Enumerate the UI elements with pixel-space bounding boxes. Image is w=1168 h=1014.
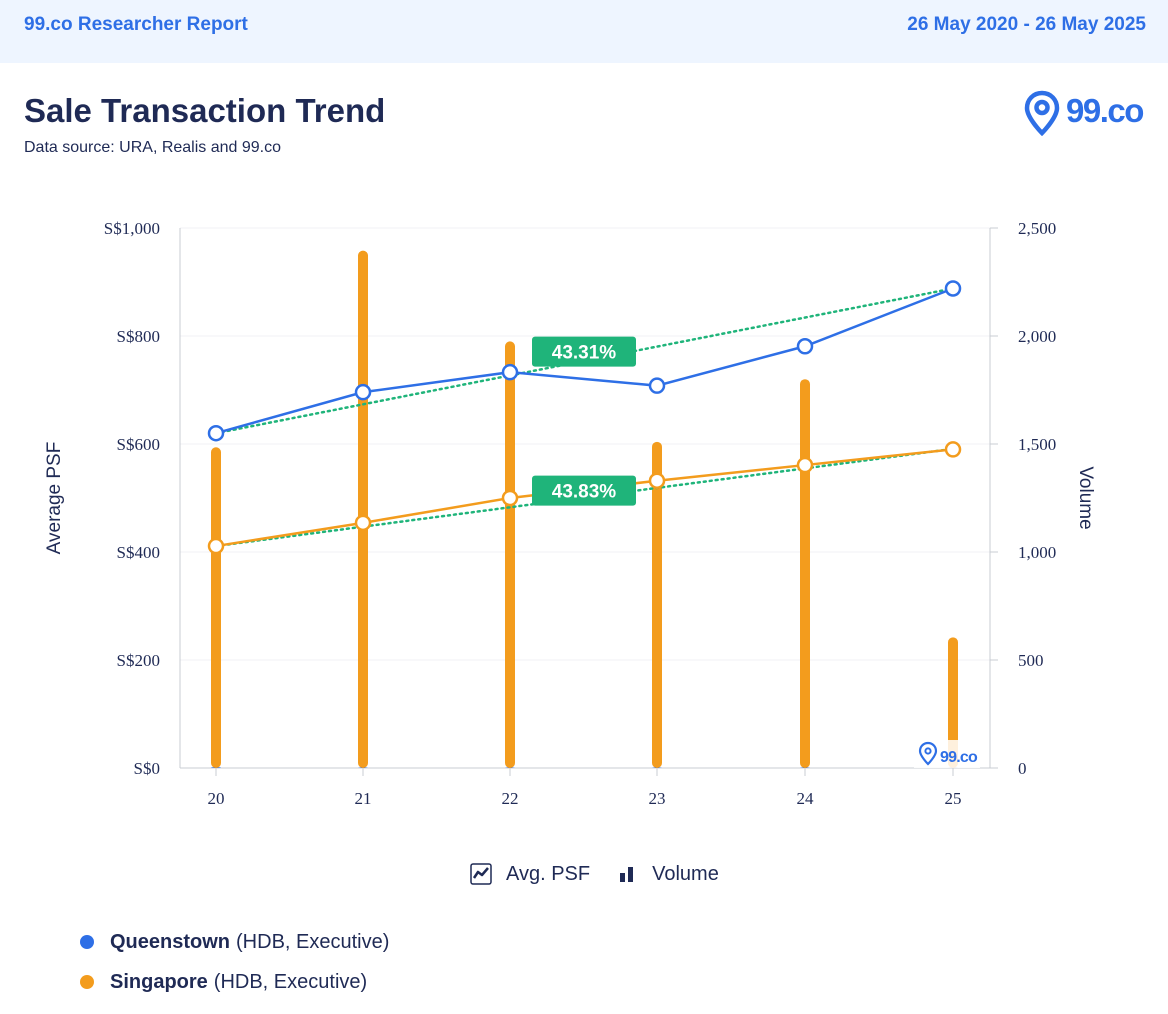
y2-tick-label: 2,500 (1018, 219, 1056, 238)
location-pin-dot (924, 747, 932, 755)
trend-badge-label: 43.83% (552, 482, 617, 503)
y2-tick-label: 1,000 (1018, 543, 1056, 562)
trendline (214, 287, 955, 435)
y2-tick-label: 2,000 (1018, 327, 1056, 346)
line-chart-icon (470, 863, 492, 885)
series-legend: Queenstown (HDB, Executive) Singapore (H… (80, 922, 389, 1002)
page-title: Sale Transaction Trend (24, 92, 386, 129)
data-point (796, 338, 814, 355)
trend-percent-badge: 43.31% (532, 336, 636, 367)
legend-series-name: Singapore (110, 970, 208, 993)
data-point (648, 377, 666, 394)
data-point (354, 514, 372, 532)
y-tick-label: S$200 (117, 651, 160, 670)
logo-text: 99.co (1066, 92, 1144, 129)
data-point (648, 472, 666, 489)
trend-badge-bg (532, 336, 636, 367)
chart-watermark: 99.co (914, 740, 980, 768)
brand-logo: 99.co (1024, 90, 1148, 137)
data-point (796, 456, 814, 474)
data-point (354, 383, 372, 401)
date-range: 26 May 2020 - 26 May 2025 (907, 14, 1146, 35)
data-point (944, 280, 962, 297)
data-point (207, 537, 225, 555)
legend-row-singapore: Singapore (HDB, Executive) (80, 962, 389, 1002)
volume-bar (358, 250, 368, 768)
avg-psf-line (215, 287, 954, 435)
legend-volume[interactable]: Volume (616, 863, 719, 886)
volume-bar (211, 447, 221, 768)
y-tick-label: S$1,000 (104, 219, 160, 238)
legend-series-detail: (HDB, Executive) (236, 930, 390, 953)
y-axis-title: Average PSF (44, 442, 65, 555)
volume-bar (800, 379, 810, 768)
trend-badge-bg (532, 475, 636, 506)
volume-bar (948, 637, 958, 768)
y-tick-label: S$0 (134, 759, 160, 778)
legend-row-queenstown: Queenstown (HDB, Executive) (80, 922, 389, 962)
trend-percent-badge: 43.83% (532, 475, 636, 506)
y2-tick-label: 0 (1018, 759, 1027, 778)
x-tick-label: 25 (945, 789, 962, 808)
y2-axis-title: Volume (1075, 466, 1096, 529)
watermark-text: 99.co (940, 749, 978, 766)
chart-type-legend: Avg. PSF Volume (470, 856, 745, 892)
queenstown-color-dot (80, 935, 94, 949)
bar-chart-icon (617, 864, 638, 884)
x-tick-label: 24 (797, 789, 815, 808)
legend-volume-label: Volume (652, 862, 719, 885)
volume-bar (652, 441, 662, 768)
y-tick-label: S$800 (117, 327, 160, 346)
data-point (501, 489, 519, 507)
data-point (944, 441, 962, 458)
x-tick-label: 21 (355, 789, 372, 808)
legend-series-name: Queenstown (110, 930, 231, 953)
singapore-color-dot (80, 975, 94, 989)
location-pin-icon (918, 741, 938, 766)
data-point (501, 363, 519, 381)
legend-avg-psf-label: Avg. PSF (506, 862, 591, 885)
y2-tick-label: 1,500 (1018, 435, 1056, 454)
report-label: 99.co Researcher Report (24, 14, 248, 35)
legend-series-detail: (HDB, Executive) (213, 970, 368, 993)
report-header-bar: 99.co Researcher Report 26 May 2020 - 26… (0, 0, 1168, 63)
legend-avg-psf[interactable]: Avg. PSF (470, 863, 590, 886)
volume-bar (505, 341, 515, 768)
location-pin-icon (1024, 90, 1060, 137)
trend-badge-label: 43.31% (552, 343, 617, 364)
x-tick-label: 23 (649, 789, 666, 808)
y-tick-label: S$600 (117, 435, 160, 454)
x-tick-label: 22 (502, 789, 519, 808)
sale-transaction-chart: S$0 S$200 S$400 S$600 S$800 S$1,000 0 500 1,000 1… (44, 219, 1096, 808)
data-source-note: Data source: URA, Realis and 99.co (24, 139, 282, 156)
y-tick-label: S$400 (117, 543, 160, 562)
data-point (207, 424, 225, 442)
x-tick-label: 20 (208, 789, 225, 808)
y2-tick-label: 500 (1018, 651, 1044, 670)
